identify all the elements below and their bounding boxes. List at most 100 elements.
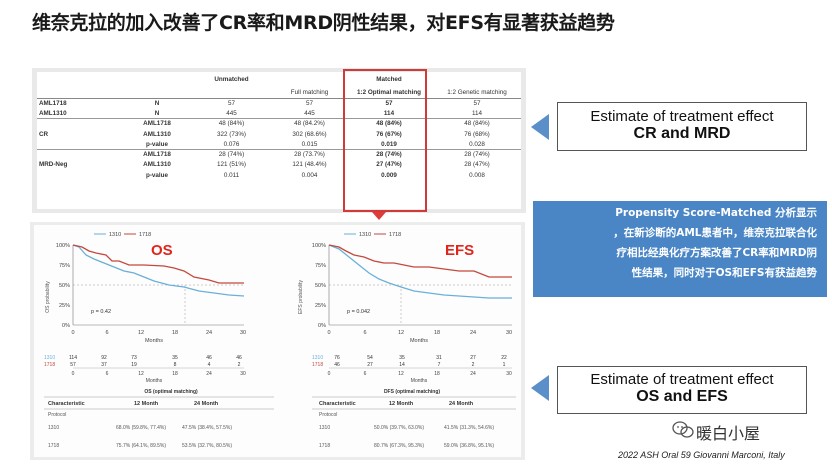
efs-curve-1310 <box>328 244 512 299</box>
matching-results-table: Unmatched Matched Full matching 1:2 Opti… <box>37 72 521 180</box>
efs-risk-1718: 2 <box>472 362 475 368</box>
table-row: AML1718 28 (74%) 28 (73.7%) 28 (74%) 28 … <box>37 148 521 160</box>
os-risk-1718: 57 <box>70 362 76 368</box>
table-cell: 57 <box>305 99 313 107</box>
table-cell: 0.076 <box>223 140 240 148</box>
col-header-matched: Matched <box>376 76 402 83</box>
os-risk-xtick: 18 <box>172 371 178 377</box>
os-table-cell: 47.5% (38.4%, 57.5%) <box>182 425 232 431</box>
os-risk-xlabel: Months <box>146 378 163 384</box>
table-cell: 48 (84.2%) <box>274 118 345 129</box>
os-risk-1310: 92 <box>101 355 107 361</box>
table-cell: 48 (84%) <box>345 118 433 129</box>
os-table-sub: Protocol <box>48 412 66 418</box>
efs-risk-xtick: 30 <box>506 371 512 377</box>
efs-ytick: 75% <box>315 263 326 269</box>
table-row: AML1718 N 57 57 57 57 <box>37 98 521 108</box>
os-xlabel: Months <box>145 338 163 344</box>
efs-table-sub: Protocol <box>319 412 337 418</box>
efs-caption: DFS (optimal matching) <box>384 389 440 395</box>
os-risk-xtick: 30 <box>240 371 246 377</box>
os-risk-label-1310: 1310 <box>44 355 55 361</box>
efs-xtick: 12 <box>398 330 404 336</box>
table-cell: AML1718 <box>125 118 189 129</box>
os-risk-1310: 114 <box>69 355 77 361</box>
efs-risk-1718: 14 <box>399 362 405 368</box>
os-ytick: 75% <box>59 263 70 269</box>
table-cell <box>37 170 125 180</box>
table-cell: 57 <box>473 99 481 107</box>
efs-ytick: 0% <box>318 323 326 329</box>
summary-line: 性结果，同时对于OS和EFS有获益趋势 <box>631 267 817 279</box>
os-table-cell: 1310 <box>48 425 59 431</box>
table-cell: AML1310 <box>39 109 67 117</box>
col-sub-optimal: 1:2 Optimal matching <box>345 87 433 99</box>
table-cell: 114 <box>383 109 395 117</box>
os-legend-1310: 1310 <box>109 232 121 238</box>
summary-line: ，在新诊断的AML患者中，维奈克拉联合化 <box>613 227 817 239</box>
efs-risk-1310: 31 <box>436 355 442 361</box>
os-risk-1310: 46 <box>236 355 242 361</box>
efs-pvalue: p = 0.042 <box>347 309 370 315</box>
table-cell: 28 (74%) <box>433 148 521 160</box>
os-risk-1718: 19 <box>131 362 137 368</box>
callout-cr-mrd-line1: Estimate of treatment effect <box>590 108 774 125</box>
efs-table-cell: 41.5% (31.3%, 54.6%) <box>444 425 494 431</box>
os-ytick: 50% <box>59 283 70 289</box>
os-risk-1718: 8 <box>174 362 177 368</box>
table-cell: 114 <box>471 109 483 117</box>
table-cell: 302 (68.6%) <box>292 130 327 138</box>
efs-risk-xtick: 0 <box>328 371 331 377</box>
efs-risk-xtick: 12 <box>398 371 404 377</box>
table-cell: 0.019 <box>381 140 397 148</box>
table-cell: 0.004 <box>301 171 318 179</box>
os-xtick: 30 <box>240 330 246 336</box>
table-cell: 322 (73%) <box>216 130 247 138</box>
table-cell: 0.008 <box>469 171 485 179</box>
table-cell: AML1310 <box>143 130 171 138</box>
efs-table-cell: 80.7% (67.3%, 95.3%) <box>374 443 424 449</box>
table-cell: 57 <box>227 99 235 107</box>
callout-cr-mrd: Estimate of treatment effect CR and MRD <box>557 102 807 151</box>
table-cell: 0.015 <box>301 140 318 148</box>
os-ylabel: OS probability <box>45 281 51 313</box>
table-cell: 27 (47%) <box>376 161 402 169</box>
os-ytick: 25% <box>59 303 70 309</box>
os-table-cell: 75.7% (64.1%, 89.5%) <box>116 443 166 449</box>
table-row: CR AML1310 322 (73%) 302 (68.6%) 76 (67%… <box>37 129 521 139</box>
os-table-cell: 1718 <box>48 443 59 449</box>
efs-risk-1718: 7 <box>438 362 441 368</box>
left-arrow-icon <box>531 114 549 140</box>
table-cell: 121 (51%) <box>216 161 247 169</box>
table-cell: 57 <box>385 99 393 107</box>
os-ytick: 0% <box>62 323 70 329</box>
os-xtick: 0 <box>71 330 74 336</box>
table-row: p-value 0.076 0.015 0.019 0.028 <box>37 139 521 149</box>
table-cell: CR <box>39 130 49 138</box>
os-caption: OS (optimal matching) <box>144 389 198 395</box>
survival-curves-figure: 1310 1718 OS OS probability 100% 75% 50%… <box>44 232 516 449</box>
table-cell: 0.028 <box>469 140 485 148</box>
callout-os-efs: Estimate of treatment effect OS and EFS <box>557 366 807 414</box>
efs-risk-xtick: 18 <box>434 371 440 377</box>
os-xtick: 12 <box>138 330 144 336</box>
efs-table-cell: 1310 <box>319 425 330 431</box>
os-xtick: 6 <box>105 330 108 336</box>
summary-line: 疗相比经典化疗方案改善了CR率和MRD阴 <box>616 247 817 259</box>
table-cell: N <box>154 109 160 117</box>
survival-panels-card: 1310 1718 OS OS probability 100% 75% 50%… <box>30 222 525 460</box>
matching-results-table-area: Unmatched Matched Full matching 1:2 Opti… <box>37 72 521 209</box>
table-cell: N <box>154 99 160 107</box>
efs-ytick: 25% <box>315 303 326 309</box>
os-risk-1718: 4 <box>208 362 211 368</box>
efs-ytick: 100% <box>312 243 326 249</box>
os-xtick: 18 <box>172 330 178 336</box>
efs-table-cell: 1718 <box>319 443 330 449</box>
table-row: MRD-Neg AML1310 121 (51%) 121 (48.4%) 27… <box>37 160 521 170</box>
table-cell <box>37 139 125 149</box>
efs-legend-1310: 1310 <box>359 232 371 238</box>
efs-risk-xtick: 6 <box>364 371 367 377</box>
os-panel: 1310 1718 OS OS probability 100% 75% 50%… <box>44 232 274 449</box>
os-pvalue: p = 0.42 <box>91 309 111 315</box>
os-table-cell: 68.0% (59.8%, 77.4%) <box>116 425 166 431</box>
